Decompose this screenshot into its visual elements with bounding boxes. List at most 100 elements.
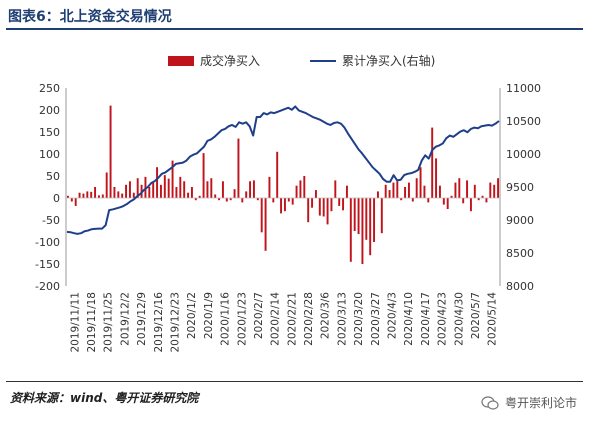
bar xyxy=(442,198,445,205)
bar xyxy=(338,198,341,206)
bar xyxy=(357,198,360,235)
bar xyxy=(229,198,232,201)
chart-plot: -200 -150 -100 -50 0 50 100 150 200 250 8000 8500 90… xyxy=(35,82,541,353)
bar xyxy=(435,158,438,198)
bar xyxy=(438,185,441,198)
bar xyxy=(74,198,77,206)
left-tick-label: 250 xyxy=(39,82,60,95)
bar xyxy=(252,180,255,198)
legend-item-line: 累计净买入(右轴) xyxy=(310,52,435,69)
bar xyxy=(342,198,345,211)
bar xyxy=(361,198,364,264)
left-tick-label: 0 xyxy=(53,192,60,205)
bar xyxy=(431,127,434,198)
bar xyxy=(202,153,205,198)
bar xyxy=(214,194,217,198)
x-tick-label: 2020/3/13 xyxy=(336,292,348,346)
bar xyxy=(473,184,476,198)
bar xyxy=(427,198,430,203)
bar xyxy=(458,178,461,198)
bar xyxy=(330,198,333,212)
footer-rule xyxy=(6,381,583,382)
bar xyxy=(380,198,383,234)
x-tick-label: 2019/11/18 xyxy=(86,292,98,353)
bar xyxy=(283,198,286,212)
bar xyxy=(369,198,372,256)
right-tick-label: 11000 xyxy=(506,82,541,95)
bar xyxy=(163,175,166,198)
bar xyxy=(97,195,100,198)
right-tick-label: 10500 xyxy=(506,115,541,128)
bar xyxy=(446,198,449,209)
brand-name: 粤开崇利论市 xyxy=(504,396,577,410)
bar xyxy=(66,195,69,198)
bar xyxy=(454,182,457,198)
bar xyxy=(179,176,182,198)
brand-mark: 粤开崇利论市 xyxy=(481,394,577,411)
bar xyxy=(303,176,306,198)
chart-title: 图表6：北上资金交易情况 xyxy=(8,9,172,25)
bar xyxy=(86,191,89,198)
bar xyxy=(318,198,321,216)
bar xyxy=(245,191,248,198)
bar xyxy=(481,195,484,198)
bar xyxy=(272,198,275,203)
x-tick-label: 2020/4/10 xyxy=(403,292,415,346)
x-tick-label: 2020/2/7 xyxy=(253,292,265,339)
bar xyxy=(419,167,422,198)
right-tick-label: 8000 xyxy=(506,280,534,293)
legend-bar-swatch xyxy=(168,55,194,66)
bar xyxy=(264,198,267,251)
bar xyxy=(159,184,162,198)
bar xyxy=(198,195,201,198)
bar xyxy=(497,178,500,198)
bar xyxy=(365,198,368,240)
bar xyxy=(314,190,317,198)
bar xyxy=(125,184,128,198)
x-tick-label: 2020/4/30 xyxy=(453,292,465,346)
bar xyxy=(450,195,453,198)
wechat-icon xyxy=(481,395,499,410)
bar xyxy=(90,191,93,198)
bar xyxy=(462,198,465,204)
x-tick-label: 2020/2/14 xyxy=(270,292,282,346)
left-tick-label: -50 xyxy=(42,214,60,227)
x-tick-label: 2020/3/27 xyxy=(370,292,382,346)
x-tick-label: 2019/11/25 xyxy=(103,292,115,353)
bar xyxy=(423,185,426,198)
bar xyxy=(326,198,329,225)
bar xyxy=(136,178,139,198)
bar xyxy=(187,192,190,198)
cumulative-line xyxy=(66,105,500,235)
left-tick-label: -200 xyxy=(35,280,60,293)
x-tick-label: 2020/3/20 xyxy=(353,292,365,346)
bar xyxy=(101,194,104,198)
bar xyxy=(249,181,252,198)
bar xyxy=(466,180,469,198)
x-tick-label: 2020/5/7 xyxy=(470,292,482,339)
left-tick-label: 50 xyxy=(46,170,60,183)
x-tick-label: 2020/4/3 xyxy=(387,292,399,339)
bar xyxy=(105,172,108,198)
x-tick-label: 2020/1/9 xyxy=(203,292,215,339)
bar xyxy=(299,180,302,198)
bar xyxy=(190,187,193,198)
bar xyxy=(194,198,197,201)
bar xyxy=(388,190,391,198)
bar xyxy=(121,193,124,198)
legend-line-swatch xyxy=(310,59,336,62)
bar xyxy=(334,180,337,198)
x-tick-label: 2019/12/16 xyxy=(153,292,165,353)
bar xyxy=(268,176,271,198)
bar xyxy=(113,187,116,198)
bar xyxy=(132,192,135,198)
bar xyxy=(221,181,224,198)
bar xyxy=(404,187,407,198)
legend-line-label: 累计净买入(右轴) xyxy=(342,54,436,68)
x-tick-label: 2020/1/23 xyxy=(236,292,248,346)
left-tick-label: 150 xyxy=(39,126,60,139)
bar xyxy=(295,185,298,198)
bar xyxy=(260,198,263,233)
bar xyxy=(415,178,418,198)
bar xyxy=(477,198,480,201)
